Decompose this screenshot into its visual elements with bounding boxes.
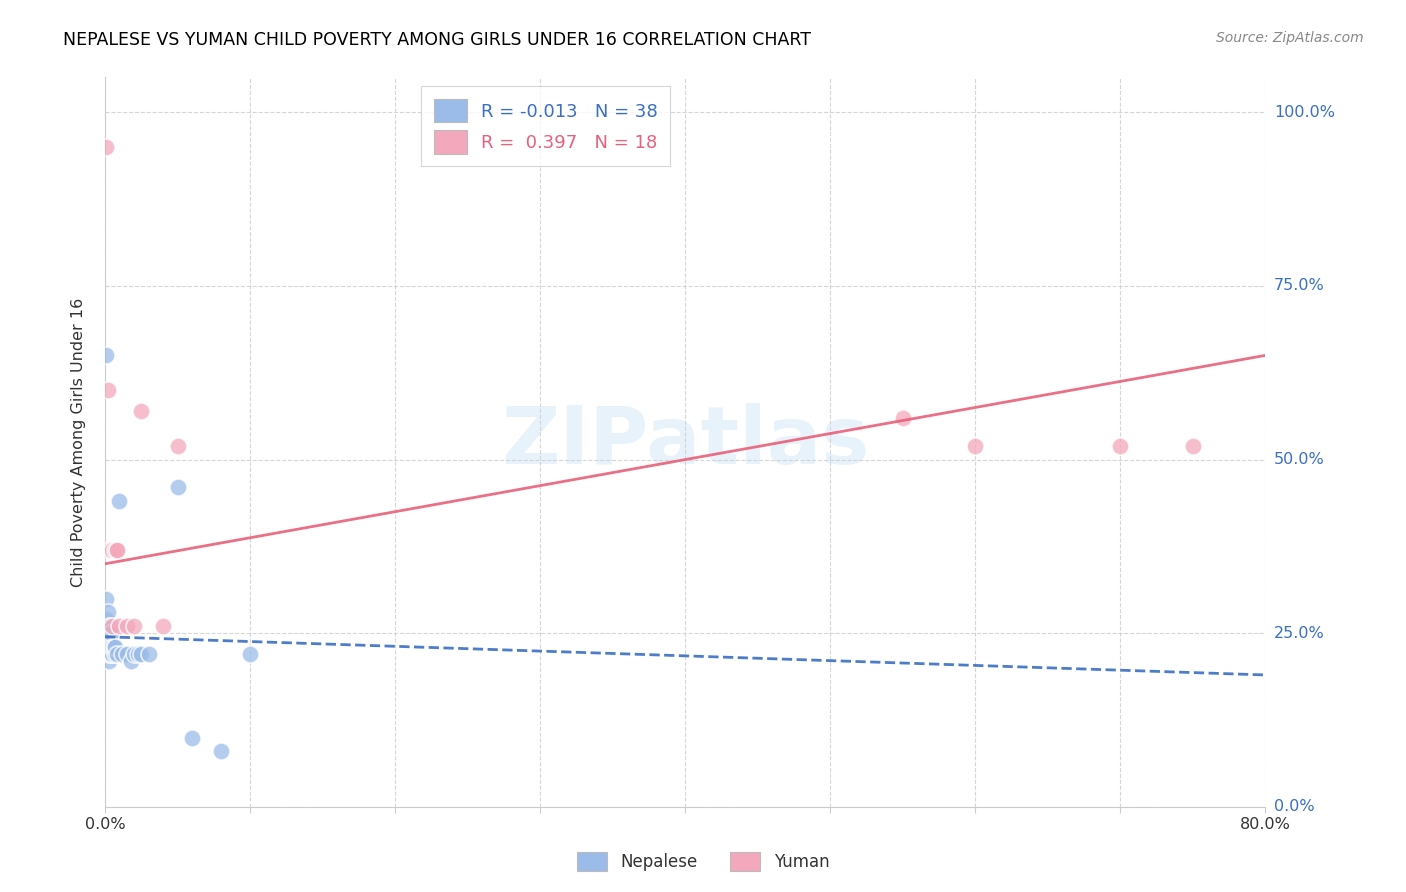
Point [98,542,121,557]
Text: Source: ZipAtlas.com: Source: ZipAtlas.com [1216,31,1364,45]
Point [98,647,121,661]
Point [96,647,118,661]
Point [100,626,122,640]
Legend: Nepalese, Yuman: Nepalese, Yuman [568,843,838,880]
Point [965,439,987,453]
Point [96,140,118,154]
Point [122,619,145,633]
Point [152,619,174,633]
Point [209,744,232,758]
Point [166,439,188,453]
Text: 100.0%: 100.0% [1274,104,1334,120]
Point [98,626,121,640]
Point [1181,439,1204,453]
Text: 0.0%: 0.0% [1274,799,1315,814]
Point [115,647,138,661]
Point [101,647,124,661]
Point [98,633,121,648]
Point [105,542,128,557]
Point [103,640,125,655]
Point [891,410,914,425]
Point [111,647,134,661]
Point [101,619,124,633]
Point [239,647,262,661]
Point [101,542,124,557]
Y-axis label: Child Poverty Among Girls Under 16: Child Poverty Among Girls Under 16 [72,298,86,587]
Point [98,654,121,668]
Text: 75.0%: 75.0% [1274,278,1324,293]
Point [100,640,122,655]
Point [120,654,142,668]
Point [96,633,118,648]
Text: 50.0%: 50.0% [1274,452,1324,467]
Point [129,647,152,661]
Text: ZIPatlas: ZIPatlas [501,403,869,481]
Point [1109,439,1132,453]
Point [122,647,145,661]
Point [97,626,120,640]
Point [97,383,120,397]
Point [115,619,138,633]
Point [96,348,118,362]
Point [105,647,128,661]
Point [100,633,122,648]
Legend: R = -0.013   N = 38, R =  0.397   N = 18: R = -0.013 N = 38, R = 0.397 N = 18 [422,87,671,166]
Point [104,640,127,655]
Point [96,612,118,626]
Point [96,591,118,606]
Point [98,619,121,633]
Point [127,647,149,661]
Point [97,606,120,620]
Point [101,640,124,655]
Point [97,633,120,648]
Point [98,640,121,655]
Point [97,640,120,655]
Point [104,542,127,557]
Point [166,480,188,494]
Text: NEPALESE VS YUMAN CHILD POVERTY AMONG GIRLS UNDER 16 CORRELATION CHART: NEPALESE VS YUMAN CHILD POVERTY AMONG GI… [63,31,811,49]
Point [100,647,122,661]
Point [108,494,131,508]
Point [108,619,131,633]
Point [138,647,160,661]
Point [105,542,128,557]
Text: 25.0%: 25.0% [1274,626,1324,640]
Point [181,731,204,745]
Point [129,404,152,418]
Point [104,647,127,661]
Point [97,647,120,661]
